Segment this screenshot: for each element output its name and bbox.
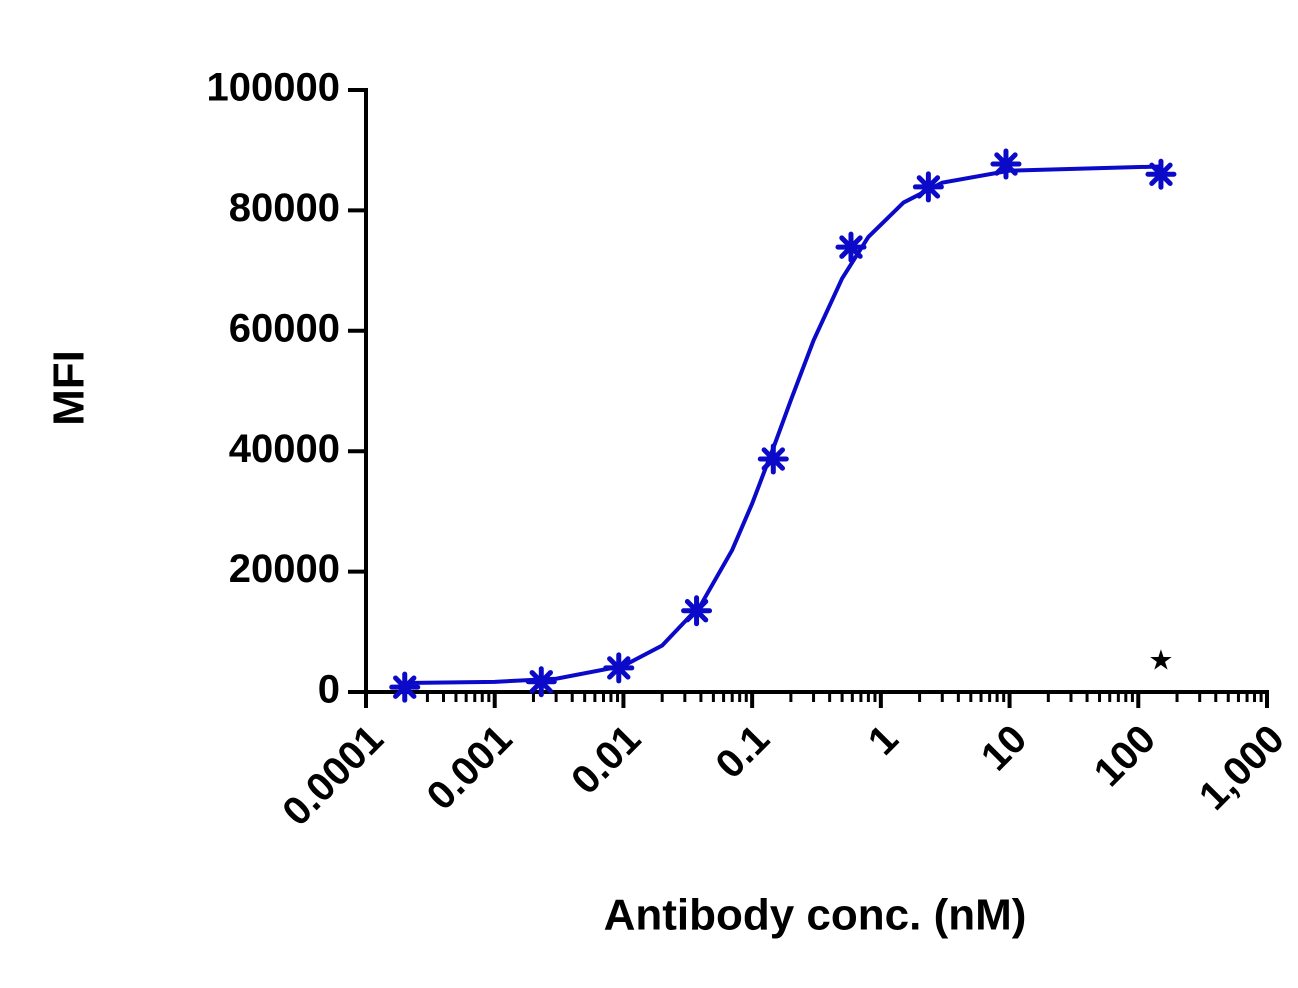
y-tick-label: 100000	[207, 66, 340, 110]
x-tick-label: 10	[973, 717, 1036, 780]
annotation: ★	[1148, 644, 1173, 675]
x-tick-label: 1	[860, 717, 907, 764]
marker-stroke	[1149, 162, 1173, 186]
marker-stroke	[994, 152, 1018, 176]
x-axis-title: Antibody conc. (nM)	[604, 891, 1027, 940]
y-tick-label: 0	[318, 668, 340, 712]
x-tick-label: 0.0001	[274, 717, 392, 835]
fit-curve	[404, 164, 1162, 685]
x-tick-label: 0.1	[708, 717, 778, 787]
x-tick-label: 1,000	[1191, 717, 1293, 819]
x-tick-label: 0.001	[419, 717, 521, 819]
y-tick-label: 60000	[229, 306, 340, 350]
marker-stroke	[839, 235, 863, 259]
x-tick-label: 100	[1086, 717, 1164, 795]
y-tick-label: 20000	[229, 547, 340, 591]
data-point	[1145, 158, 1177, 190]
y-tick-label: 40000	[229, 427, 340, 471]
y-axis-title: MFI	[45, 350, 94, 426]
y-tick-label: 80000	[229, 186, 340, 230]
marker-stroke	[529, 670, 553, 694]
x-tick-label: 0.01	[563, 717, 649, 803]
data-point	[525, 666, 557, 698]
data-point	[389, 671, 421, 703]
